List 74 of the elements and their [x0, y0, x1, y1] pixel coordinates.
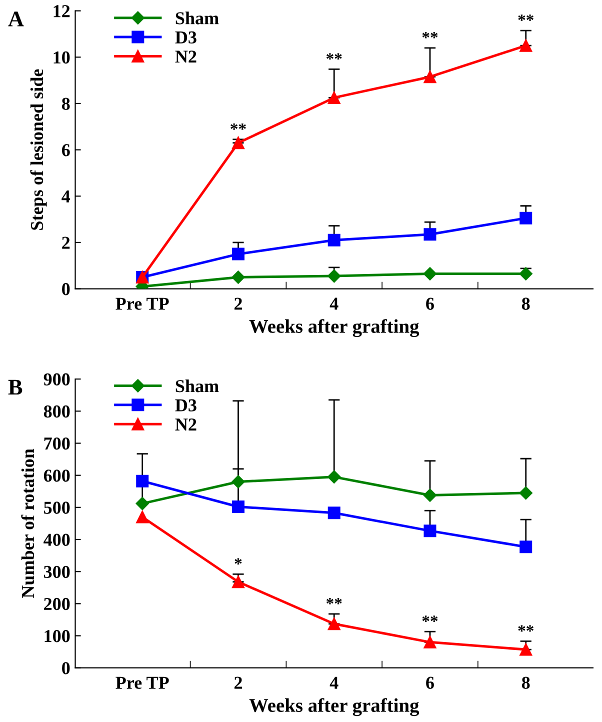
y-tick-label: 2	[62, 236, 70, 249]
point	[232, 270, 245, 284]
point	[520, 39, 532, 52]
point	[328, 269, 341, 283]
y-tick-label: 800	[44, 405, 70, 418]
y-tick-label: 200	[44, 598, 70, 610]
y-tick-label: 4	[62, 190, 70, 202]
point	[519, 267, 532, 280]
y-tick-label: 10	[54, 51, 70, 64]
y-tick-label: 900	[44, 373, 70, 386]
annotation: *	[234, 558, 242, 564]
point	[328, 506, 340, 520]
y-axis-title: Steps of lesioned side	[30, 69, 47, 230]
y-tick-label: 8	[62, 98, 70, 110]
text: A	[8, 12, 24, 26]
x-tick-label: 6	[426, 676, 434, 689]
point	[136, 510, 149, 524]
x-tick-label: 4	[330, 676, 338, 689]
y-tick-label: 500	[44, 502, 70, 514]
point	[520, 540, 532, 554]
point	[424, 228, 436, 241]
legend-label: D3	[175, 31, 196, 44]
x-tick-label: 2	[234, 298, 242, 310]
x-tick-label: 8	[522, 298, 530, 310]
legend-label: N2	[175, 418, 196, 430]
annotation: **	[518, 625, 534, 632]
legend-label: Sham	[176, 12, 219, 24]
annotation: **	[326, 598, 342, 604]
x-axis-title: Weeks after grafting	[249, 319, 420, 338]
annotation: **	[518, 14, 534, 21]
x-axis-title: Weeks after grafting	[249, 698, 420, 716]
point	[423, 488, 437, 502]
y-tick-label: 0	[62, 662, 70, 674]
point	[136, 496, 149, 510]
annotation: **	[422, 32, 438, 38]
point	[328, 618, 340, 630]
x-tick-label: 6	[426, 298, 434, 310]
point	[136, 474, 149, 488]
legend-label: N2	[175, 50, 196, 63]
legend-label: Sham	[176, 380, 219, 392]
y-tick-label: 6	[62, 144, 70, 156]
point	[328, 91, 340, 104]
x-tick-label: 4	[330, 298, 338, 310]
point	[328, 470, 341, 484]
annotation: **	[230, 123, 246, 130]
x-tick-label: Pre TP	[116, 298, 169, 310]
point	[232, 136, 244, 150]
point	[520, 643, 532, 656]
point	[520, 212, 532, 224]
y-tick-label: 700	[44, 437, 70, 450]
x-tick-label: 8	[522, 676, 530, 689]
point	[232, 475, 245, 488]
point	[519, 486, 532, 500]
y-tick-label: 400	[44, 534, 70, 546]
y-tick-label: 100	[44, 630, 70, 642]
point	[424, 636, 436, 648]
point	[232, 576, 244, 588]
y-tick-label: 600	[44, 470, 70, 482]
point	[424, 524, 436, 538]
y-tick-label: 12	[54, 5, 70, 18]
point	[424, 70, 436, 84]
x-tick-label: 2	[234, 676, 242, 689]
y-tick-label: 0	[62, 283, 70, 296]
legend-label: D3	[175, 399, 196, 412]
y-tick-label: 300	[44, 566, 70, 578]
point	[423, 267, 437, 280]
text: B	[8, 380, 22, 395]
x-tick-label: Pre TP	[116, 676, 169, 689]
annotation: **	[326, 53, 342, 60]
annotation: **	[422, 616, 438, 622]
y-axis-title: Number of rotation	[21, 448, 34, 598]
point	[328, 234, 340, 246]
point	[232, 500, 244, 514]
point	[232, 248, 244, 260]
